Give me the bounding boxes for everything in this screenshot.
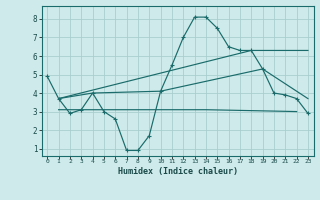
X-axis label: Humidex (Indice chaleur): Humidex (Indice chaleur) bbox=[118, 167, 237, 176]
